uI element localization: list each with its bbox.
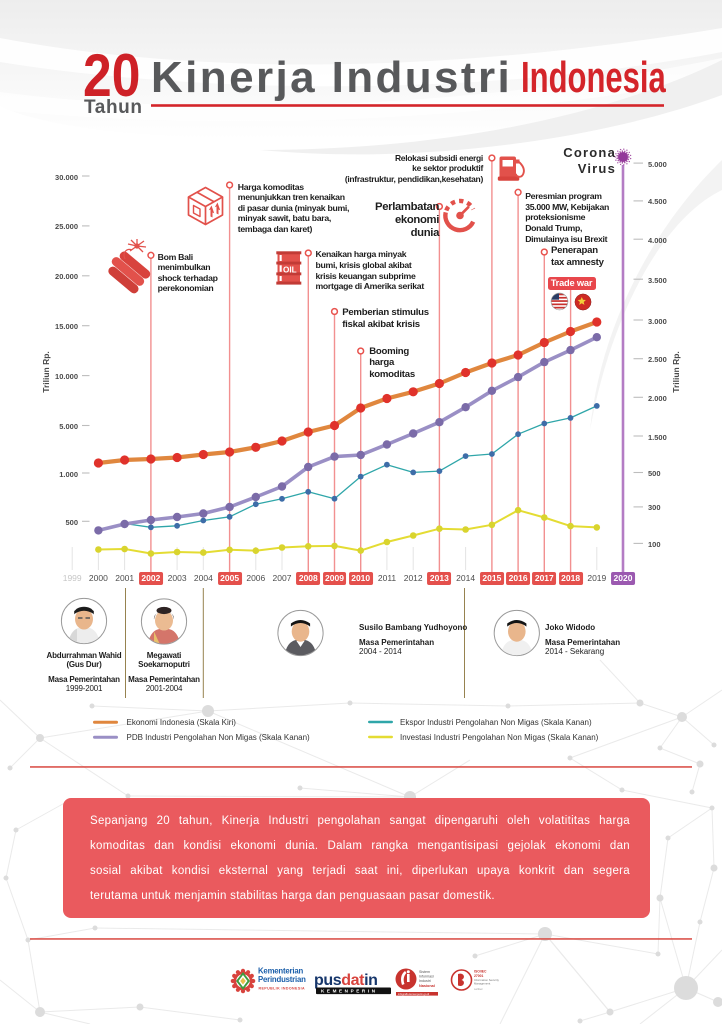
svg-text:pusdatin: pusdatin <box>314 972 377 989</box>
svg-text:REPUBLIK INDONESIA: REPUBLIK INDONESIA <box>259 987 306 991</box>
svg-text:Nasional: Nasional <box>419 984 435 988</box>
svg-text:KEMENPERIN: KEMENPERIN <box>321 989 378 994</box>
svg-text:OIL: OIL <box>283 266 297 275</box>
svg-text:27001: 27001 <box>474 974 484 978</box>
svg-text:Management: Management <box>474 981 491 985</box>
svg-text:infografis.kemenperin.go.id: infografis.kemenperin.go.id <box>398 992 430 996</box>
svg-text:Kementerian: Kementerian <box>258 967 303 976</box>
svg-text:Perindustrian: Perindustrian <box>258 975 306 984</box>
svg-text:Informasi: Informasi <box>419 975 434 979</box>
svg-text:Information Security: Information Security <box>474 978 499 982</box>
svg-text:Sistem: Sistem <box>419 970 430 974</box>
svg-text:ISO/IEC: ISO/IEC <box>474 970 487 974</box>
svg-text:Industri: Industri <box>419 979 431 983</box>
svg-text:certified: certified <box>474 988 483 991</box>
